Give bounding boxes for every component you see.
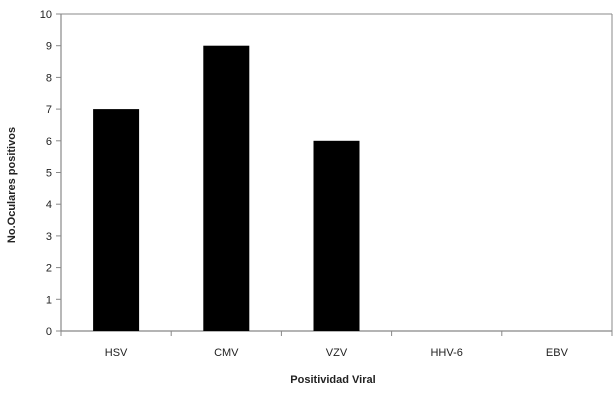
y-tick-label: 9	[46, 41, 52, 53]
x-axis-title: Positividad Viral	[290, 374, 375, 386]
y-axis-title: No.Oculares positivos	[6, 127, 18, 243]
y-tick-label: 8	[46, 72, 52, 84]
x-tick-label: VZV	[326, 347, 348, 359]
y-tick-label: 6	[46, 136, 52, 148]
y-tick-label: 0	[46, 326, 52, 338]
bar-cmv	[203, 46, 249, 331]
y-tick-label: 5	[46, 168, 52, 180]
x-tick-label: HSV	[105, 347, 128, 359]
y-tick-label: 7	[46, 104, 52, 116]
x-tick-label: HHV-6	[430, 347, 462, 359]
x-axis-ticks: HSV CMV VZV HHV-6 EBV	[61, 331, 612, 359]
y-tick-label: 2	[46, 263, 52, 275]
y-tick-label: 4	[46, 199, 52, 211]
y-tick-label: 10	[40, 9, 52, 21]
y-tick-label: 1	[46, 294, 52, 306]
x-tick-label: EBV	[546, 347, 569, 359]
x-tick-label: CMV	[214, 347, 239, 359]
bar-series	[93, 46, 359, 331]
y-tick-label: 3	[46, 231, 52, 243]
y-axis-ticks: 0 1 2 3 4 5 6 7 8 9 10	[40, 9, 61, 338]
bar-hsv	[93, 109, 139, 331]
bar-vzv	[314, 141, 360, 331]
